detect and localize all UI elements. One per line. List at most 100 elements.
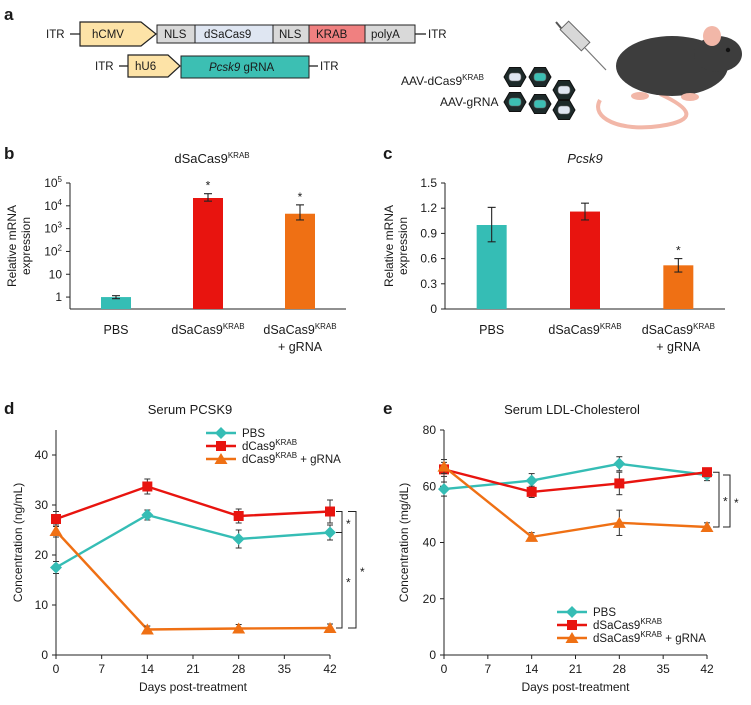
chart-b-cat-1-part: KRAB bbox=[223, 322, 245, 331]
chart-d-series-line-1 bbox=[55, 485, 331, 521]
aav-grna-label: AAV-gRNA bbox=[440, 95, 498, 109]
chart-d-xtick-label-1: 7 bbox=[98, 662, 105, 676]
grna-gene: Pcsk9 bbox=[209, 62, 241, 74]
aav-genome-3 bbox=[508, 97, 522, 107]
chart-d-sig-bracket-0 bbox=[336, 511, 343, 533]
chart-b-ytick-label-5-part: 5 bbox=[58, 175, 63, 184]
chart-d-xtick-label-3: 21 bbox=[186, 662, 200, 676]
chart-e-legend-label-2-part: dSaCas9 bbox=[593, 633, 640, 645]
chart-d-xtick-label-0: 0 bbox=[53, 662, 60, 676]
chart-c-ytick-label-0: 0 bbox=[430, 302, 437, 316]
chart-d-ylabel: Concentration (ng/mL) bbox=[11, 483, 25, 602]
chart-b-ytick-label-1: 10 bbox=[49, 267, 63, 281]
panel-letter-e: e bbox=[383, 399, 392, 418]
chart-c-cat-2-part: dSaCas9 bbox=[642, 323, 693, 337]
chart-b-ytick-label-4-part: 4 bbox=[58, 198, 63, 207]
chart-b-title: dSaCas9KRAB bbox=[174, 151, 249, 166]
chart-b-ytick-label-5-part: 10 bbox=[44, 176, 58, 190]
construct1-itr-right: ITR bbox=[428, 29, 447, 41]
chart-b-sig-2: * bbox=[298, 190, 303, 204]
chart-b-cat-0: PBS bbox=[103, 323, 128, 337]
chart-c-ytick-label-5: 1.5 bbox=[420, 176, 437, 190]
chart-b-bar-2 bbox=[285, 213, 315, 309]
chart-b-cat-2-part: KRAB bbox=[315, 322, 337, 331]
chart-e-series-line-2 bbox=[443, 465, 708, 539]
chart-e-xtick-label-4: 28 bbox=[613, 662, 627, 676]
chart-d-point-1-3 bbox=[325, 506, 335, 517]
panel-letter-a: a bbox=[4, 5, 14, 24]
chart-d-xtick-label-6: 42 bbox=[323, 662, 337, 676]
chart-b-sig-1: * bbox=[206, 179, 211, 193]
chart-d-point-0-2 bbox=[232, 533, 245, 545]
chart-c-cat-0-part: PBS bbox=[479, 323, 504, 337]
chart-b-ytick-label-3-part: 3 bbox=[58, 221, 63, 230]
chart-d-sig-bracket-1 bbox=[336, 532, 343, 629]
chart-c: Pcsk9 Relative mRNA expression 0 0.3 0.6 0.9 1.… bbox=[382, 151, 725, 354]
chart-e-xtick-label-0: 0 bbox=[441, 662, 448, 676]
chart-d-legend-marker-0 bbox=[215, 427, 227, 439]
construct2-promoter-label: hU6 bbox=[135, 61, 156, 73]
construct1-nls2-label: NLS bbox=[279, 29, 302, 41]
chart-b-cat-2: dSaCas9KRAB bbox=[263, 322, 336, 337]
chart-b-ylabel-1: expression bbox=[19, 217, 33, 275]
chart-e-ytick-label-2: 40 bbox=[423, 536, 437, 550]
chart-e-xlabel: Days post-treatment bbox=[521, 680, 630, 694]
chart-c-cat-2-part: KRAB bbox=[693, 322, 715, 331]
chart-b-cat-1-part: dSaCas9 bbox=[171, 323, 222, 337]
chart-c-ytick-label-4: 1.2 bbox=[420, 201, 437, 215]
chart-d-ytick-label-1: 10 bbox=[35, 598, 49, 612]
chart-c-ytick-label-1: 0.3 bbox=[420, 277, 437, 291]
chart-e-legend-label-0: PBS bbox=[593, 607, 616, 619]
chart-e-point-1-2 bbox=[614, 478, 625, 489]
chart-d-point-1-0 bbox=[51, 514, 61, 524]
mouse-icon bbox=[596, 26, 742, 130]
construct1-cas-label: dSaCas9 bbox=[204, 29, 251, 41]
chart-d-point-0-0 bbox=[50, 561, 62, 574]
aav-cas-label: AAV-dCas9KRAB bbox=[401, 73, 484, 88]
chart-d-legend-label-2-part: + gRNA bbox=[297, 454, 341, 466]
chart-b-ytick-label-4-part: 10 bbox=[44, 199, 58, 213]
chart-b-ytick-label-0: 1 bbox=[55, 290, 62, 304]
construct1-itr-left: ITR bbox=[46, 29, 65, 41]
chart-c-cat-2: dSaCas9KRAB bbox=[642, 322, 715, 337]
chart-d-sig-bracket-2 bbox=[348, 511, 357, 629]
chart-c-ylabel-1: expression bbox=[396, 217, 410, 275]
chart-e-point-2-3 bbox=[700, 521, 714, 533]
chart-b-ytick-label-4: 104 bbox=[44, 198, 62, 213]
chart-e-xtick-label-1: 7 bbox=[484, 662, 491, 676]
chart-b-bar-1 bbox=[193, 198, 223, 309]
chart-d-series-line-0 bbox=[55, 513, 331, 569]
chart-c-cat-1-part: KRAB bbox=[600, 322, 622, 331]
chart-d-legend-label-2-part: dCas9 bbox=[242, 454, 275, 466]
chart-e-series-line-1 bbox=[443, 468, 708, 494]
chart-e-point-0-1 bbox=[525, 474, 538, 487]
chart-d-legend-label-0-part: PBS bbox=[242, 428, 265, 440]
chart-b-ylabel-0: Relative mRNA bbox=[5, 205, 19, 287]
aav-cas-sup: KRAB bbox=[462, 73, 484, 82]
chart-b-title-part: dSaCas9 bbox=[174, 151, 227, 166]
chart-c-ylabel-0: Relative mRNA bbox=[382, 205, 396, 287]
chart-d-ytick-label-0: 0 bbox=[41, 648, 48, 662]
chart-d-legend-marker-2 bbox=[214, 453, 228, 464]
chart-d-xtick-label-2: 14 bbox=[141, 662, 155, 676]
aav-genome-1 bbox=[533, 72, 547, 82]
construct2-promoter-arrow bbox=[127, 54, 181, 78]
chart-d-legend-label-1: dCas9KRAB bbox=[242, 438, 297, 453]
chart-e-point-2-2 bbox=[612, 516, 626, 528]
chart-e-sig-bracket-1 bbox=[723, 474, 731, 528]
chart-c-bar-2 bbox=[663, 265, 694, 309]
chart-e-point-0-0 bbox=[438, 483, 450, 496]
chart-d-legend-marker-1 bbox=[216, 441, 226, 451]
chart-e-point-1-3 bbox=[702, 467, 712, 478]
chart-c-ytick-label-3: 0.9 bbox=[420, 226, 437, 240]
chart-d-point-2-0 bbox=[49, 525, 63, 536]
chart-e-legend-marker-2 bbox=[565, 632, 579, 643]
chart-c-cat-0: PBS bbox=[479, 323, 504, 337]
chart-e-legend-label-2-part: + gRNA bbox=[662, 633, 706, 645]
chart-d-sig-star-1: * bbox=[346, 575, 351, 589]
chart-e-xtick-label-2: 14 bbox=[525, 662, 539, 676]
chart-c-title-part: Pcsk9 bbox=[567, 151, 602, 166]
chart-d-point-0-1 bbox=[141, 509, 154, 521]
chart-b-cat-line2-2: + gRNA bbox=[278, 340, 323, 354]
